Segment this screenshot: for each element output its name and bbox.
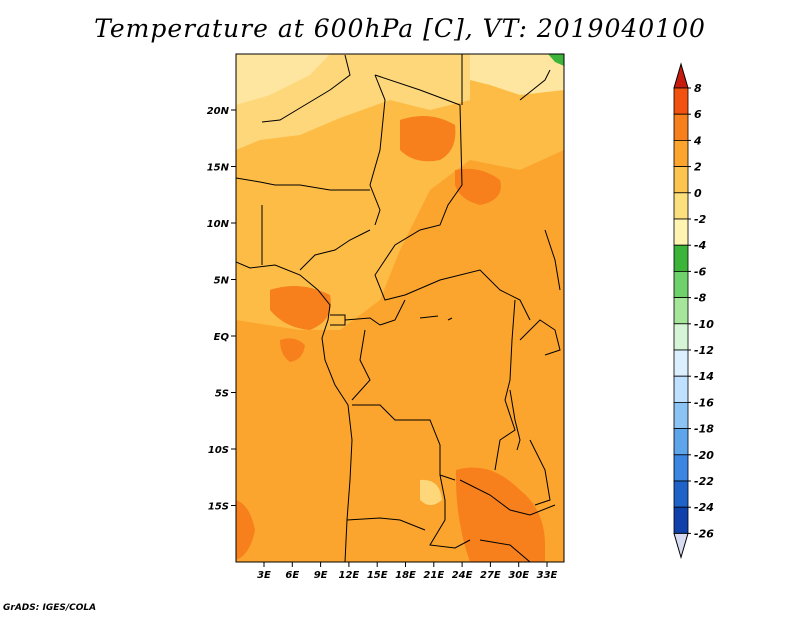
border-zambia-zimbabwe: [459, 479, 556, 516]
lat-label: 5N: [214, 276, 230, 287]
border-angola-zambia: [429, 474, 471, 549]
colorbar-label: -6: [694, 265, 707, 278]
field-region-corner-green: [548, 54, 564, 66]
colorbar-label: -4: [694, 239, 706, 252]
field-blob-gulf-guinea: [270, 286, 331, 330]
lon-label: 3E: [257, 570, 271, 581]
border-ethiopia: [544, 229, 561, 291]
lon-label: 12E: [339, 570, 360, 581]
colorbar-swatch: [673, 454, 689, 482]
colorbar-swatch: [673, 192, 689, 220]
colorbar-label: -18: [694, 423, 714, 436]
colorbar-swatch: [673, 323, 689, 351]
border-algeria-mali: [261, 54, 351, 123]
colorbar-swatch: [673, 375, 689, 403]
colorbar-label: 8: [694, 82, 702, 95]
lon-label: 6E: [285, 570, 299, 581]
lon-label: 30E: [508, 570, 529, 581]
lat-label: EQ: [214, 332, 230, 343]
colorbar-label: -2: [694, 213, 707, 226]
colorbar-swatch: [673, 244, 689, 272]
colorbar-swatch: [673, 270, 689, 298]
field-patch-pale: [420, 479, 442, 505]
colorbar-swatch: [673, 139, 689, 167]
latitude-axis: 20N 15N 10N 5N EQ 5S 10S 15S: [207, 106, 236, 513]
lat-label: 15N: [207, 163, 230, 174]
lon-label: 21E: [423, 570, 444, 581]
lon-label: 33E: [537, 570, 558, 581]
map-frame: [235, 53, 565, 563]
lake-victoria-outline: [519, 319, 561, 356]
border-congo-north: [344, 299, 406, 326]
lake-malawi: [529, 439, 551, 506]
lat-label: 10N: [207, 219, 230, 230]
colorbar-bottom-arrow: [673, 532, 689, 560]
field-region-northwest-cool: [236, 54, 330, 105]
lon-label: 18E: [395, 570, 416, 581]
lat-label: 10S: [208, 445, 229, 456]
colorbar: 8 6 4 2 0 -2 -4 -6 -8 -10 -12 -14 -16 -18 -20 -22 -24 -26: [673, 62, 714, 560]
colorbar-swatch: [673, 218, 689, 246]
colorbar-swatch: [673, 480, 689, 508]
colorbar-swatch: [673, 506, 689, 534]
lake-tanganyika: [509, 389, 521, 451]
lon-label: 15E: [367, 570, 388, 581]
field-blob-atlantic: [280, 338, 305, 362]
colorbar-swatch: [673, 166, 689, 194]
colorbar-label: -26: [694, 527, 714, 540]
border-nigeria-cameroon: [299, 229, 371, 271]
colorbar-swatch: [673, 428, 689, 456]
border-sahel: [236, 177, 370, 191]
colorbar-label: 6: [694, 108, 702, 121]
nile-redsea: [519, 69, 551, 101]
colorbar-swatch: [673, 87, 689, 115]
lon-label: 27E: [480, 570, 501, 581]
border-chad-sudan: [374, 74, 463, 301]
colorbar-label: 2: [694, 161, 702, 174]
border-car-drc: [404, 269, 531, 321]
colorbar-swatch: [673, 297, 689, 325]
colorbar-swatch: [673, 349, 689, 377]
field-blob-sudan: [455, 168, 501, 205]
chart-title: Temperature at 600hPa [C], VT: 201904010…: [94, 14, 706, 43]
colorbar-label: -12: [694, 344, 714, 357]
colorbar-label: 0: [694, 187, 702, 200]
colorbar-label: -10: [694, 318, 714, 331]
border-drc-east: [494, 299, 516, 471]
border-namibia: [346, 517, 426, 531]
field-blob-southeast: [455, 467, 545, 562]
colorbar-swatch: [673, 401, 689, 429]
lon-label: 24E: [452, 570, 473, 581]
boundaries: [236, 54, 561, 562]
lat-label: 20N: [207, 106, 230, 117]
colorbar-label: -16: [694, 396, 714, 409]
border-niger-chad: [369, 74, 386, 226]
field-region-northeast-cool: [470, 54, 564, 95]
colorbar-swatch: [673, 113, 689, 141]
colorbar-label: -24: [694, 501, 714, 514]
colorbar-label: 4: [693, 134, 702, 147]
lon-label: 9E: [314, 570, 328, 581]
border-congo-gabon: [351, 329, 371, 401]
colorbar-label: -22: [694, 475, 714, 488]
longitude-axis: 3E 6E 9E 12E 15E 18E 21E 24E 27E 30E 33E: [257, 562, 558, 581]
lat-label: 15S: [208, 502, 229, 513]
colorbar-top-arrow: [673, 62, 689, 89]
field-blob-southwest: [236, 500, 255, 560]
colorbar-label: -20: [694, 449, 714, 462]
river-congo: [419, 315, 453, 321]
colorbar-label: -8: [694, 292, 707, 305]
border-zimbabwe-south: [479, 539, 531, 562]
field-blob-chad: [400, 116, 456, 162]
colorbar-label: -14: [694, 370, 714, 383]
grads-credit: GrADS: IGES/COLA: [3, 603, 97, 613]
lat-label: 5S: [215, 389, 229, 400]
temperature-field: [236, 54, 564, 562]
coastline-west: [236, 261, 353, 562]
